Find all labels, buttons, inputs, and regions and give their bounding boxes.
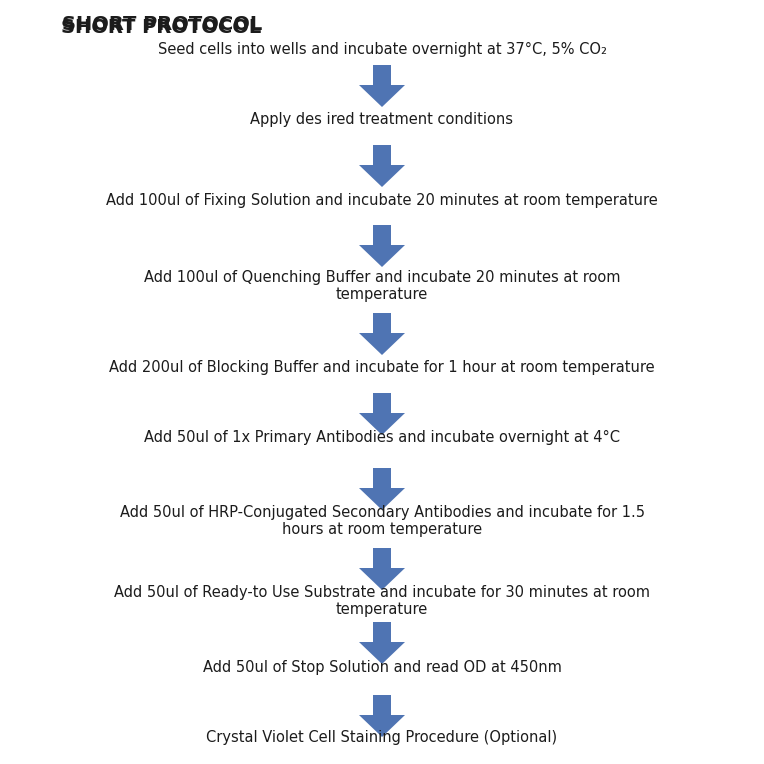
Polygon shape	[359, 488, 405, 510]
Text: Apply des ired treatment conditions: Apply des ired treatment conditions	[251, 112, 513, 127]
Polygon shape	[359, 568, 405, 590]
Bar	[373, 622, 391, 642]
Text: SHORT PROTOCOL: SHORT PROTOCOL	[62, 15, 262, 34]
Bar	[373, 468, 391, 488]
Polygon shape	[359, 642, 405, 664]
Bar	[373, 695, 391, 715]
Text: Add 100ul of Quenching Buffer and incubate 20 minutes at room
temperature: Add 100ul of Quenching Buffer and incuba…	[144, 270, 620, 303]
Polygon shape	[359, 333, 405, 355]
Text: Add 50ul of Ready-to Use Substrate and incubate for 30 minutes at room
temperatu: Add 50ul of Ready-to Use Substrate and i…	[114, 585, 650, 617]
Text: Add 50ul of HRP-Conjugated Secondary Antibodies and incubate for 1.5
hours at ro: Add 50ul of HRP-Conjugated Secondary Ant…	[119, 505, 645, 537]
Bar	[373, 548, 391, 568]
Text: Add 50ul of 1x Primary Antibodies and incubate overnight at 4°C: Add 50ul of 1x Primary Antibodies and in…	[144, 430, 620, 445]
Polygon shape	[359, 165, 405, 187]
Bar	[373, 393, 391, 413]
Text: Add 50ul of Stop Solution and read OD at 450nm: Add 50ul of Stop Solution and read OD at…	[202, 660, 562, 675]
Polygon shape	[359, 85, 405, 107]
Bar	[373, 313, 391, 333]
Text: Seed cells into wells and incubate overnight at 37°C, 5% CO₂: Seed cells into wells and incubate overn…	[157, 42, 607, 57]
Bar	[373, 225, 391, 245]
Text: Add 200ul of Blocking Buffer and incubate for 1 hour at room temperature: Add 200ul of Blocking Buffer and incubat…	[109, 360, 655, 375]
Bar	[373, 145, 391, 165]
Bar	[373, 65, 391, 85]
Polygon shape	[359, 245, 405, 267]
Polygon shape	[359, 413, 405, 435]
Text: SHORT PROTOCOL: SHORT PROTOCOL	[61, 18, 261, 37]
Polygon shape	[359, 715, 405, 737]
Text: Add 100ul of Fixing Solution and incubate 20 minutes at room temperature: Add 100ul of Fixing Solution and incubat…	[106, 193, 658, 208]
Text: Crystal Violet Cell Staining Procedure (Optional): Crystal Violet Cell Staining Procedure (…	[206, 730, 558, 745]
